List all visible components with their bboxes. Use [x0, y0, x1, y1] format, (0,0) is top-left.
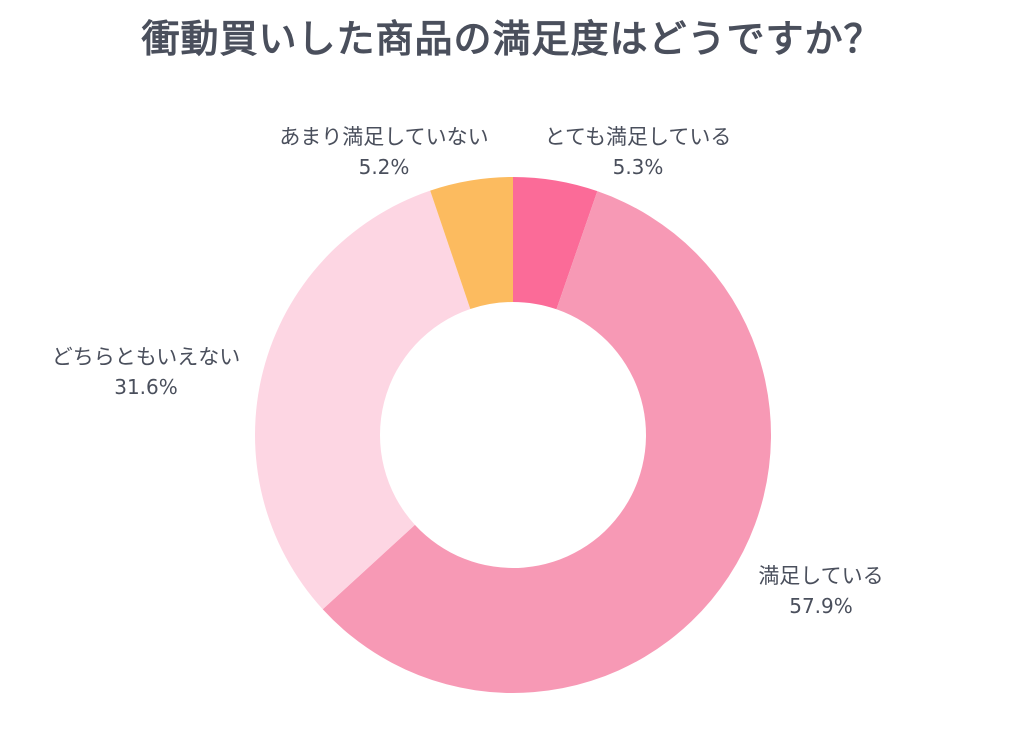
label-neutral: どちらともいえない 31.6%: [36, 342, 256, 402]
label-satisfied-name: 満足している: [758, 564, 884, 588]
label-not-very-satisfied-value: 5.2%: [358, 155, 410, 179]
label-very-satisfied-value: 5.3%: [612, 155, 664, 179]
label-satisfied-value: 57.9%: [789, 594, 853, 618]
slice-satisfied: [322, 191, 771, 693]
slice-not-very-satisfied: [430, 177, 513, 310]
label-not-very-satisfied-name: あまり満足していない: [279, 125, 489, 149]
chart-title: 衝動買いした商品の満足度はどうですか？: [141, 17, 883, 61]
label-not-very-satisfied: あまり満足していない 5.2%: [262, 122, 506, 182]
slice-neutral: [255, 190, 471, 610]
label-very-satisfied-name: とても満足している: [544, 125, 732, 149]
label-neutral-value: 31.6%: [114, 375, 178, 399]
label-satisfied: 満足している 57.9%: [748, 561, 894, 621]
slice-very-satisfied: [513, 177, 598, 310]
label-neutral-name: どちらともいえない: [51, 345, 241, 369]
label-very-satisfied: とても満足している 5.3%: [535, 122, 741, 182]
